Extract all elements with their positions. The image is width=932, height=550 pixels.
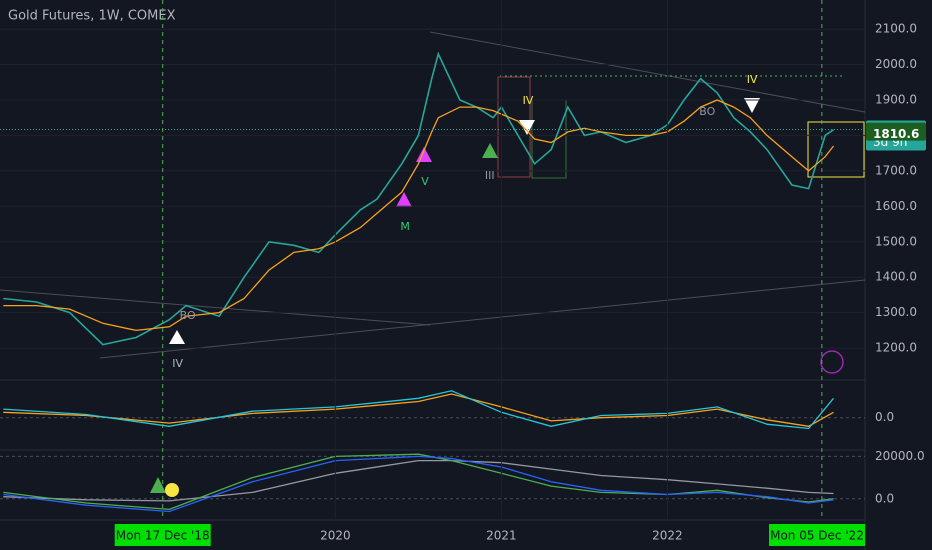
signal-triangle [482, 143, 498, 158]
x-tick-label: 2020 [320, 529, 351, 543]
y-tick-label: 1900.0 [875, 92, 917, 106]
x-tick-label: 2022 [652, 529, 683, 543]
trend-line [0, 289, 431, 326]
y-tick-label: 2100.0 [875, 22, 917, 36]
signal-triangle [396, 192, 412, 207]
signal-triangle [169, 330, 185, 344]
y-tick-label: 20000.0 [875, 449, 925, 463]
signal-triangle [519, 120, 535, 135]
trend-line [99, 279, 866, 359]
y-tick-label: 1600.0 [875, 199, 917, 213]
price-tag-text: 1810.6 [873, 127, 919, 141]
y-tick-label: 1700.0 [875, 163, 917, 177]
x-tick-label: 2021 [486, 529, 517, 543]
trend-line [429, 31, 866, 113]
y-tick-label: 0.0 [875, 410, 894, 424]
y-tick-label: 1400.0 [875, 270, 917, 284]
annotation: BO [180, 309, 196, 322]
y-tick-label: 1500.0 [875, 234, 917, 248]
signal-triangle [150, 477, 166, 493]
y-tick-label: 2000.0 [875, 57, 917, 71]
chart-title: Gold Futures, 1W, COMEX [8, 9, 176, 24]
signal-triangle [416, 147, 432, 162]
x-label-box [769, 524, 865, 546]
x-tick-label: Mon 05 Dec '22 [770, 529, 864, 543]
series-line [3, 99, 835, 332]
signal-triangle [744, 98, 760, 113]
y-tick-label: 1200.0 [875, 341, 917, 355]
series-line [3, 51, 834, 346]
zone-box [807, 121, 865, 178]
annotation: IV [747, 73, 758, 86]
x-label-box [114, 524, 211, 546]
signal-dot [165, 483, 179, 497]
y-tick-label: 1300.0 [875, 305, 917, 319]
annotation: BO [699, 105, 715, 118]
annotation: M [400, 220, 410, 233]
price-tag [866, 122, 926, 141]
annotation: III [485, 169, 495, 182]
x-tick-label: Mon 17 Dec '18 [116, 529, 210, 543]
alert-icon [820, 350, 844, 374]
annotation: IV [523, 94, 534, 107]
annotation: IV [172, 357, 183, 370]
annotation: V [421, 175, 429, 188]
y-tick-label: 0.0 [875, 491, 894, 505]
